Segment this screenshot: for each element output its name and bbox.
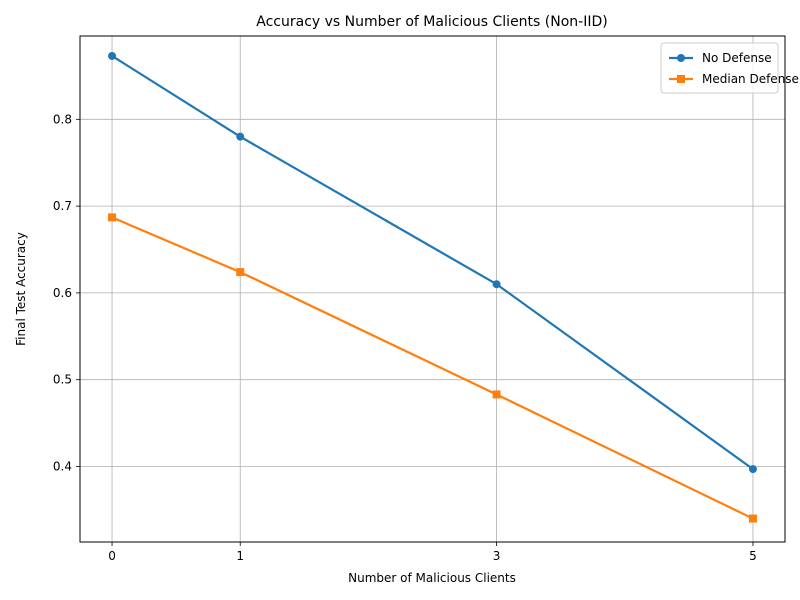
legend-box [660, 42, 779, 94]
series-layer [108, 51, 757, 523]
x-tick-label: 1 [236, 549, 244, 563]
legend-entry-median-defense: Median Defense [669, 72, 799, 86]
x-axis-ticks: 0 1 3 5 [108, 542, 757, 563]
y-tick-label: 0.6 [53, 286, 72, 300]
data-point-square [236, 268, 245, 277]
data-point-square [748, 514, 757, 523]
data-point-circle [236, 132, 245, 141]
data-point-square [108, 213, 117, 222]
grid [80, 36, 785, 542]
legend-marker-circle [677, 54, 685, 62]
y-tick-label: 0.5 [53, 373, 72, 387]
series-line-no-defense [111, 55, 754, 470]
data-point-square [492, 390, 501, 399]
y-tick-label: 0.8 [53, 112, 72, 126]
series-median-defense [108, 213, 757, 523]
legend-label: Median Defense [702, 72, 799, 86]
x-tick-label: 0 [108, 549, 116, 563]
plot-frame [79, 35, 786, 543]
legend-label: No Defense [702, 51, 772, 65]
y-axis-label: Final Test Accuracy [14, 232, 28, 346]
series-line-median-defense [111, 216, 754, 520]
legend-marker-square [677, 75, 685, 83]
y-axis-ticks: 0.4 0.5 0.6 0.7 0.8 [53, 112, 80, 473]
chart-title: Accuracy vs Number of Malicious Clients … [256, 14, 607, 30]
legend: No Defense Median Defense [660, 42, 799, 94]
x-tick-label: 3 [493, 549, 501, 563]
legend-items: No Defense Median Defense [669, 51, 799, 86]
data-point-circle [492, 280, 501, 289]
data-point-circle [748, 465, 757, 474]
legend-entry-no-defense: No Defense [669, 51, 772, 65]
y-tick-label: 0.7 [53, 199, 72, 213]
x-tick-label: 5 [749, 549, 757, 563]
data-point-circle [108, 51, 117, 60]
y-tick-label: 0.4 [53, 459, 72, 473]
series-no-defense [108, 51, 757, 474]
x-axis-label: Number of Malicious Clients [348, 571, 516, 585]
